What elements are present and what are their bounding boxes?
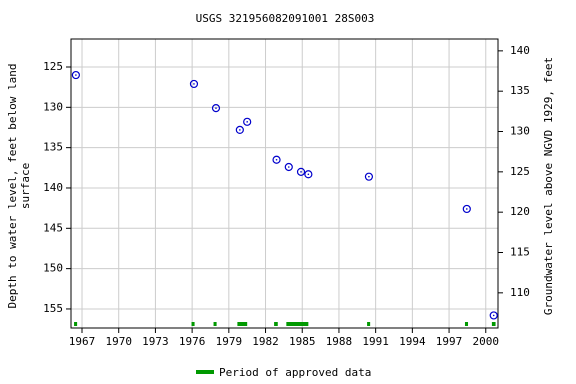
data-point: [296, 167, 306, 176]
approved-period: [237, 322, 248, 326]
y2-tick-label: 130: [510, 125, 530, 138]
data-point: [235, 125, 244, 135]
data-point: [211, 104, 221, 113]
data-point-center: [75, 74, 77, 76]
data-point-center: [492, 314, 495, 317]
approved-period: [286, 322, 309, 326]
data-point-center: [307, 173, 310, 176]
y-tick-label: 130: [43, 100, 63, 113]
y-tick-label: 150: [43, 262, 63, 275]
data-point: [284, 162, 293, 172]
x-tick-label: 1994: [399, 335, 426, 348]
y2-axis-label: Groundwater level above NGVD 1929, feet: [542, 57, 555, 315]
approved-period: [213, 322, 217, 326]
data-point: [489, 311, 498, 320]
data-point: [462, 204, 471, 214]
plot-frame: [70, 38, 499, 329]
x-tick-label: 1976: [179, 335, 206, 348]
x-tick-label: 1991: [362, 335, 389, 348]
approved-period: [274, 322, 278, 326]
y2-tick-label: 125: [510, 165, 530, 178]
chart-title: USGS 321956082091001 28S003: [196, 12, 375, 25]
data-point-center: [287, 166, 290, 168]
approved-period: [464, 322, 469, 326]
y-tick-label: 145: [43, 221, 63, 234]
data-point-center: [215, 107, 217, 109]
x-tick-label: 1967: [69, 335, 96, 348]
y-tick-label: 125: [43, 60, 63, 73]
data-point: [243, 117, 252, 126]
data-point-center: [239, 129, 241, 131]
approved-period: [367, 322, 371, 326]
data-point-center: [368, 175, 370, 178]
y-tick-label: 155: [43, 302, 63, 315]
x-tick-label: 1979: [216, 335, 243, 348]
y-tick-label: 140: [43, 181, 63, 194]
y2-tick-label: 115: [510, 246, 530, 259]
data-point-center: [300, 171, 302, 173]
x-tick-label: 1970: [105, 335, 132, 348]
data-point: [71, 70, 80, 80]
x-tick-label: 1997: [436, 335, 463, 348]
x-tick-label: 2000: [473, 335, 500, 348]
data-point: [304, 170, 313, 179]
data-point-center: [193, 83, 195, 85]
x-tick-label: 1988: [326, 335, 353, 348]
y2-tick-label: 135: [510, 84, 530, 97]
data-point-center: [275, 158, 278, 161]
approved-period: [74, 322, 78, 326]
data-point-center: [466, 208, 468, 210]
approved-period: [491, 322, 496, 326]
y-axis-label: Depth to water level, feet below land: [6, 63, 19, 308]
data-point-center: [246, 121, 248, 123]
legend-label: Period of approved data: [219, 366, 371, 379]
legend-swatch: [196, 370, 214, 374]
x-tick-label: 1985: [289, 335, 316, 348]
y-axis-label: surface: [19, 163, 32, 209]
y2-tick-label: 120: [510, 205, 530, 218]
data-point: [364, 172, 374, 181]
data-point: [272, 155, 281, 164]
y2-tick-label: 110: [510, 286, 530, 299]
data-point: [189, 79, 199, 89]
approved-period: [191, 322, 195, 326]
y2-tick-label: 140: [510, 44, 530, 57]
x-tick-label: 1982: [252, 335, 279, 348]
x-tick-label: 1973: [142, 335, 169, 348]
y-tick-label: 135: [43, 141, 63, 154]
